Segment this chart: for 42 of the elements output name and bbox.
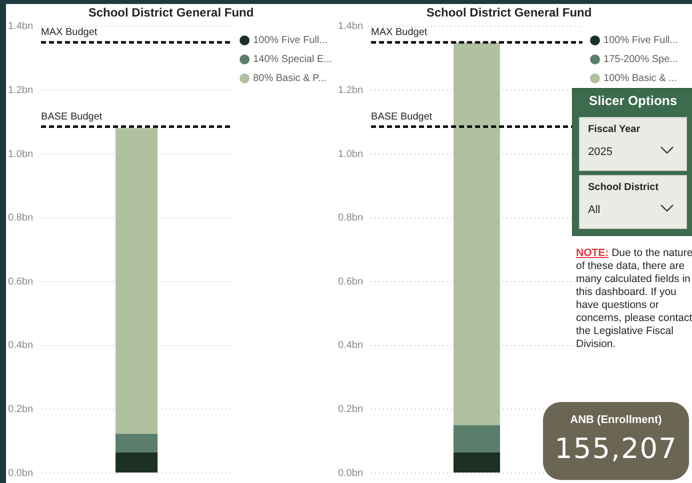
chart-title: School District General Fund	[88, 6, 254, 20]
chart-title: School District General Fund	[426, 6, 592, 20]
bar	[116, 452, 158, 472]
bar	[116, 434, 158, 452]
annotation: NOTE:	[576, 247, 609, 259]
bar	[116, 128, 158, 434]
legend-label: 100% Five Full...	[604, 35, 678, 46]
bar	[454, 452, 500, 472]
legend-label: 80% Basic & P...	[253, 73, 326, 84]
y-tick-label: 0.6bn	[8, 276, 34, 288]
legend-label: 100% Five Full...	[253, 35, 328, 46]
text: 2025	[588, 146, 612, 158]
y-tick-label: 0.8bn	[8, 212, 34, 224]
y-tick-label: 0.8bn	[338, 212, 364, 224]
y-tick-label: 0.4bn	[8, 340, 34, 352]
ref-line-label: MAX Budget	[41, 27, 98, 38]
text: Fiscal Year	[588, 124, 640, 135]
y-tick-label: 1.0bn	[8, 148, 34, 160]
legend-label: 175-200% Spe...	[604, 54, 678, 66]
legend-label: 100% Basic & ...	[604, 73, 677, 84]
y-tick-label: 1.0bn	[338, 148, 364, 160]
y-tick-label: 0.6bn	[338, 276, 364, 288]
y-tick-label: 0.2bn	[338, 404, 364, 415]
text: School District	[588, 182, 659, 193]
annotation: 155,207	[554, 432, 678, 465]
bar	[454, 425, 500, 452]
text: ANB (Enrollment)	[569, 414, 663, 426]
bar	[454, 42, 500, 426]
y-tick-label: 1.2bn	[338, 84, 364, 96]
ref-line-label: BASE Budget	[371, 111, 432, 122]
y-tick-label: 0.0bn	[338, 468, 364, 479]
y-tick-label: 1.4bn	[8, 21, 34, 32]
y-tick-label: 0.4bn	[338, 340, 364, 352]
y-tick-label: 1.4bn	[338, 21, 364, 32]
ref-line-label: MAX Budget	[371, 27, 428, 38]
y-tick-label: 1.2bn	[8, 84, 34, 96]
ref-line-label: BASE Budget	[41, 111, 102, 122]
y-tick-label: 0.2bn	[8, 404, 34, 415]
text: All	[588, 204, 600, 216]
legend-label: 140% Special E...	[253, 54, 332, 66]
text: Slicer Options	[588, 93, 678, 108]
y-tick-label: 0.0bn	[8, 468, 34, 479]
